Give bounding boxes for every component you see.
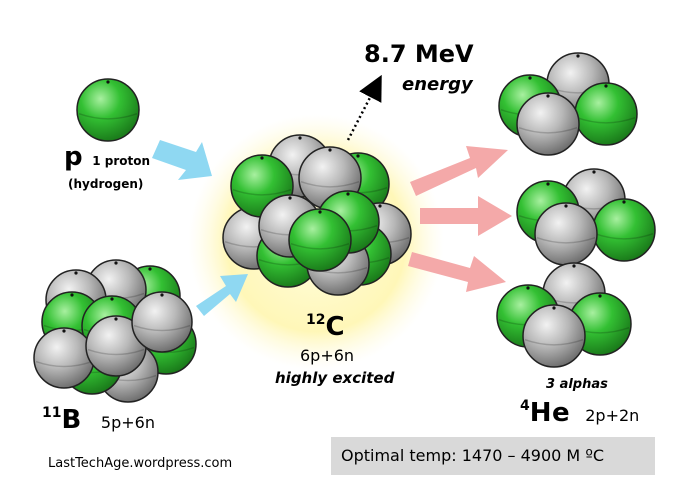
sphere-pole-dot: [298, 136, 302, 140]
sphere-pole-dot: [328, 148, 332, 152]
sphere-pole-dot: [62, 329, 66, 333]
sphere-shading: [133, 324, 191, 332]
proton-symbol: p: [64, 142, 84, 172]
sphere-pole-dot: [528, 76, 532, 80]
sphere-pole-dot: [106, 80, 110, 84]
energy-label: energy: [402, 74, 473, 95]
sphere-shading: [290, 243, 350, 250]
sphere-pole-dot: [592, 170, 596, 174]
proton-sphere: [76, 78, 140, 142]
sphere-pole-dot: [622, 200, 626, 204]
sphere-pole-dot: [70, 293, 74, 297]
neutron-sphere: [522, 304, 586, 368]
neutron-sphere: [131, 291, 193, 353]
sphere-shading: [87, 348, 145, 356]
proton-count: 1 proton: [92, 154, 151, 168]
helium-label: 4He 2p+2n: [520, 398, 639, 428]
sphere-pole-dot: [546, 94, 550, 98]
neutron-sphere: [516, 92, 580, 156]
alpha-particle-bottom: [496, 262, 632, 368]
helium-composition: 2p+2n: [585, 406, 640, 425]
sphere-pole-dot: [318, 210, 322, 214]
sphere-pole-dot: [546, 182, 550, 186]
helium-mass-number: 4: [520, 398, 530, 414]
sphere-pole-dot: [572, 264, 576, 268]
boron-input-arrow: [196, 274, 248, 316]
proton-sphere: [288, 208, 352, 272]
proton-input-arrow: [152, 140, 212, 180]
boron-symbol: B: [61, 405, 82, 435]
sphere-shading: [78, 113, 138, 120]
proton-nucleon: [76, 78, 140, 142]
boron-nucleus: [33, 259, 197, 403]
alpha-output-arrow-top: [410, 146, 508, 196]
sphere-shading: [232, 189, 292, 196]
optimal-temp-box: [331, 437, 655, 475]
sphere-pole-dot: [564, 204, 568, 208]
alpha-particle-middle: [516, 168, 656, 266]
sphere-shading: [300, 181, 360, 188]
sphere-pole-dot: [526, 286, 530, 290]
sphere-pole-dot: [288, 196, 292, 200]
sphere-pole-dot: [346, 192, 350, 196]
source-credit: LastTechAge.wordpress.com: [48, 456, 233, 471]
sphere-shading: [35, 360, 93, 368]
optimal-temp-text: Optimal temp: 1470 – 4900 M ºC: [341, 446, 605, 465]
sphere-shading: [518, 127, 578, 134]
sphere-pole-dot: [378, 204, 382, 208]
proton-name: (hydrogen): [68, 177, 144, 191]
boron-composition: 5p+6n: [100, 413, 155, 432]
proton-sphere: [592, 198, 656, 262]
proton-label: p 1 proton: [64, 142, 150, 172]
sphere-pole-dot: [552, 306, 556, 310]
sphere-pole-dot: [576, 54, 580, 58]
sphere-pole-dot: [114, 317, 118, 321]
sphere-shading: [536, 237, 596, 244]
sphere-pole-dot: [604, 84, 608, 88]
alpha-output-arrow-bottom: [408, 252, 506, 292]
boron-mass-number: 11: [42, 405, 62, 421]
carbon-nucleus: [222, 134, 412, 296]
neutron-sphere: [33, 327, 95, 389]
alphas-label: 3 alphas: [546, 377, 608, 392]
proton-sphere: [574, 82, 638, 146]
energy-value: 8.7 MeV: [364, 40, 474, 68]
helium-symbol: He: [529, 398, 571, 428]
sphere-pole-dot: [598, 294, 602, 298]
energy-emission-arrow: [346, 74, 382, 141]
boron-label: 11B 5p+6n: [42, 405, 155, 435]
carbon-mass-number: 12: [306, 312, 326, 328]
alpha-particle-top: [498, 52, 638, 156]
neutron-sphere: [534, 202, 598, 266]
sphere-pole-dot: [74, 271, 78, 275]
sphere-pole-dot: [160, 293, 164, 297]
sphere-pole-dot: [260, 156, 264, 160]
carbon-composition: 6p+6n: [300, 346, 355, 365]
carbon-state: highly excited: [275, 369, 395, 387]
sphere-pole-dot: [110, 297, 114, 301]
sphere-shading: [524, 339, 584, 346]
sphere-pole-dot: [114, 261, 118, 265]
sphere-pole-dot: [356, 154, 360, 158]
sphere-pole-dot: [148, 267, 152, 271]
sphere-shading: [594, 233, 654, 240]
carbon-symbol: C: [325, 312, 346, 342]
carbon-label: 12C: [306, 312, 345, 342]
alpha-output-arrow-middle: [420, 196, 512, 236]
sphere-shading: [576, 117, 636, 124]
